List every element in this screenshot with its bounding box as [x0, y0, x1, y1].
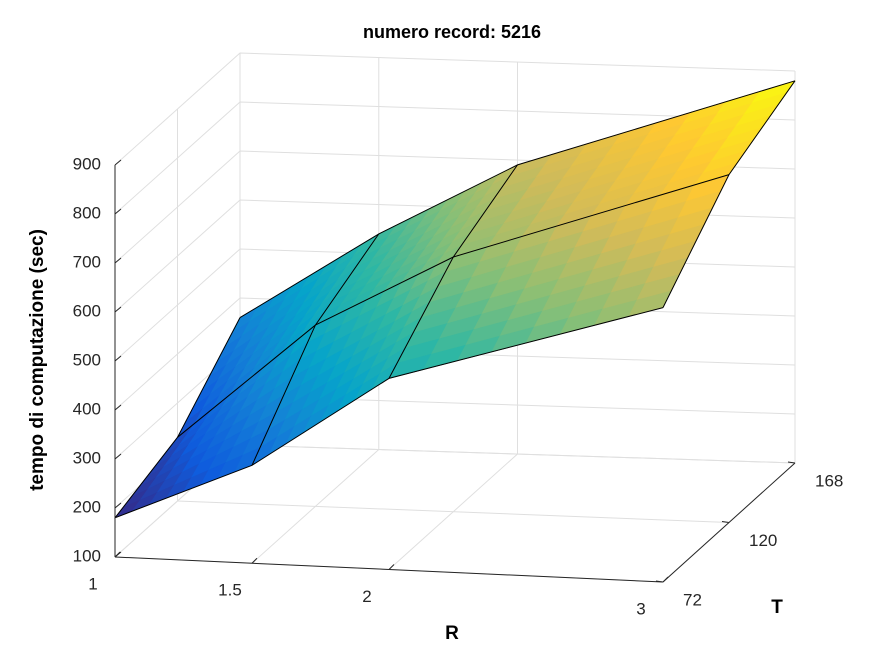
z-tick	[114, 257, 122, 264]
grid-line	[177, 109, 730, 523]
z-tick	[114, 404, 122, 411]
x-axis-label: R	[445, 623, 459, 644]
z-tick	[114, 159, 122, 166]
z-tick-label: 100	[73, 546, 101, 565]
z-tick-label: 500	[73, 350, 101, 369]
x-tick-label: 2	[362, 587, 371, 606]
x-tick-label: 3	[636, 599, 645, 618]
z-tick	[114, 355, 122, 362]
surface-cell	[452, 80, 796, 258]
y-tick	[787, 461, 796, 464]
x-tick	[114, 551, 121, 558]
z-tick-label: 400	[73, 399, 101, 418]
y-tick-label: 120	[749, 531, 777, 550]
z-tick-label: 800	[73, 203, 101, 222]
mesh-line	[114, 317, 241, 519]
z-tick	[114, 306, 122, 313]
x-tick-label: 1	[88, 574, 97, 593]
surface-cell	[177, 233, 380, 438]
z-tick-label: 700	[73, 252, 101, 271]
z-axis-label: tempo di computazione (sec)	[27, 229, 48, 491]
chart-title: numero record: 5216	[363, 22, 541, 42]
mesh-line	[251, 233, 380, 466]
mesh-line	[388, 164, 518, 379]
mesh-line	[177, 174, 730, 438]
mesh-line	[662, 80, 796, 308]
surface-cell	[388, 174, 730, 379]
y-tick	[721, 521, 730, 523]
z-tick	[114, 208, 122, 215]
x-tick	[662, 576, 669, 583]
z-tick-label: 600	[73, 301, 101, 320]
z-tick	[114, 502, 122, 509]
surface-cell	[114, 324, 316, 519]
y-tick	[655, 580, 664, 583]
x-tick	[388, 564, 395, 570]
mesh-line	[114, 307, 664, 519]
x-tick-label: 1.5	[218, 581, 242, 600]
z-tick-label: 300	[73, 448, 101, 467]
z-tick-label: 900	[73, 154, 101, 173]
surface-cell	[314, 164, 518, 326]
y-tick-label: 168	[815, 471, 843, 490]
y-tick-label: 72	[683, 590, 702, 609]
z-tick	[114, 453, 122, 460]
mesh-line	[239, 80, 796, 319]
surface-cell	[251, 256, 455, 467]
z-tick-label: 200	[73, 497, 101, 516]
y-axis-label: T	[771, 597, 783, 618]
x-tick	[251, 557, 258, 564]
